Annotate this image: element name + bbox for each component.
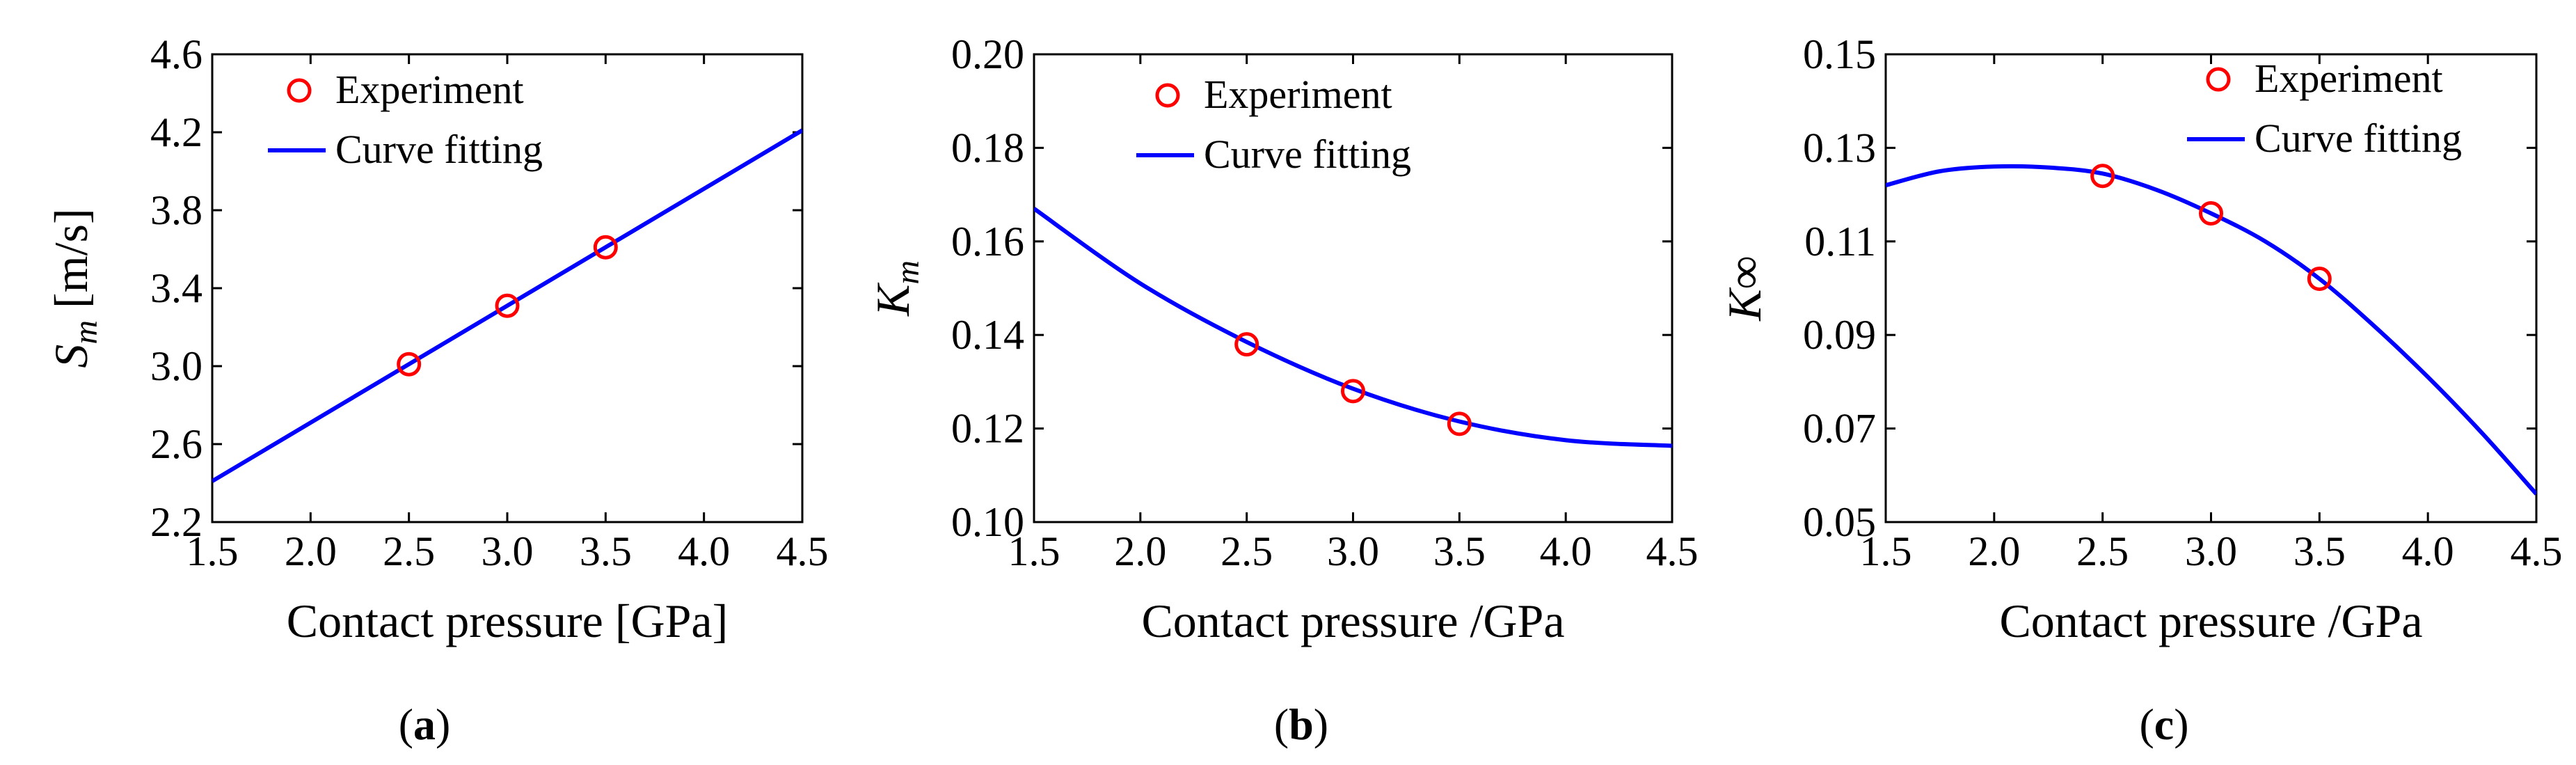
legend-marker-experiment xyxy=(2206,67,2231,92)
y-tick-label: 0.13 xyxy=(1803,125,1876,171)
legend-label-experiment: Experiment xyxy=(2255,56,2443,101)
curve-fitting-line xyxy=(1034,207,1672,448)
legend-label-fit: Curve fitting xyxy=(335,127,543,172)
x-tick-label: 2.0 xyxy=(1114,528,1166,574)
x-axis-title: Contact pressure /GPa xyxy=(1999,594,2422,647)
panel-caption: (c) xyxy=(2139,700,2188,749)
legend-marker-experiment xyxy=(1155,83,1180,108)
y-tick-label: 0.07 xyxy=(1803,406,1876,452)
experiment-point xyxy=(1341,379,1365,404)
x-tick-label: 4.0 xyxy=(1540,528,1592,574)
legend-label-experiment: Experiment xyxy=(335,67,524,112)
x-tick-label: 2.5 xyxy=(383,528,435,574)
y-axis-title: K∞ xyxy=(1718,255,1771,322)
panel-caption: (a) xyxy=(399,700,451,749)
y-tick-label: 0.10 xyxy=(951,499,1024,545)
plot-frame xyxy=(1033,53,1673,523)
x-tick-label: 3.0 xyxy=(1327,528,1379,574)
panel-c: 1.5 2.0 2.5 3.0 3.5 4.0 4.5 0.05 0.07 0.09 0.11 0.1… xyxy=(1718,31,2563,749)
legend-label-fit: Curve fitting xyxy=(2255,116,2462,161)
experiment-point xyxy=(495,293,520,318)
x-tick-label: 2.5 xyxy=(2076,528,2129,574)
x-tick-label: 3.0 xyxy=(2185,528,2237,574)
x-tick-label: 4.5 xyxy=(777,528,829,574)
experiment-point xyxy=(397,352,422,377)
x-tick-label: 4.0 xyxy=(2402,528,2454,574)
x-tick-label: 1.5 xyxy=(186,528,239,574)
y-tick-label: 2.2 xyxy=(150,499,202,545)
experiment-point xyxy=(1234,332,1259,357)
x-axis-title: Contact pressure [GPa] xyxy=(287,594,728,647)
x-tick-label: 3.5 xyxy=(580,528,632,574)
curve-fitting-line xyxy=(1886,164,2536,496)
panel-a: 1.5 2.0 2.5 3.0 3.5 4.0 4.5 2.2 2.6 3.0 3.4 3.8 4.2 4… xyxy=(45,31,829,749)
experiment-point xyxy=(2090,164,2115,189)
y-tick-label: 0.09 xyxy=(1803,312,1876,358)
x-tick-label: 2.5 xyxy=(1221,528,1273,574)
y-tick-label: 0.05 xyxy=(1803,499,1876,545)
panel-b: 1.5 2.0 2.5 3.0 3.5 4.0 4.5 0.10 0.12 0.14 0.16 0.1… xyxy=(866,31,1699,749)
y-tick-label: 0.14 xyxy=(951,312,1024,358)
curve-fitting-line xyxy=(212,128,802,483)
y-tick-label: 0.11 xyxy=(1804,219,1876,265)
y-axis-title: Km xyxy=(866,260,926,317)
experiment-point xyxy=(1447,411,1472,436)
x-tick-label: 3.5 xyxy=(1433,528,1486,574)
y-tick-label: 0.12 xyxy=(951,406,1024,452)
legend-label-experiment: Experiment xyxy=(1204,72,1392,117)
y-tick-label: 0.16 xyxy=(951,219,1024,265)
legend: Experiment Curve fitting xyxy=(1136,72,1411,177)
x-tick-label: 4.5 xyxy=(1646,528,1699,574)
legend: Experiment Curve fitting xyxy=(2187,56,2462,161)
panel-caption: (b) xyxy=(1274,700,1328,749)
experiment-point xyxy=(2307,267,2332,292)
legend: Experiment Curve fitting xyxy=(268,67,543,172)
y-tick-label: 2.6 xyxy=(150,421,202,467)
x-tick-label: 1.5 xyxy=(1008,528,1060,574)
x-tick-label: 4.0 xyxy=(678,528,730,574)
y-tick-label: 3.0 xyxy=(150,343,202,389)
plot-frame xyxy=(211,53,804,523)
y-tick-label: 0.15 xyxy=(1803,31,1876,77)
y-tick-label: 4.6 xyxy=(150,31,202,77)
x-axis-title: Contact pressure /GPa xyxy=(1141,594,1564,647)
y-tick-label: 0.18 xyxy=(951,125,1024,171)
y-axis-title: Sm [m/s] xyxy=(45,208,104,368)
x-tick-label: 2.0 xyxy=(1968,528,2020,574)
y-tick-label: 3.8 xyxy=(150,187,202,233)
legend-label-fit: Curve fitting xyxy=(1204,132,1411,177)
x-tick-label: 4.5 xyxy=(2511,528,2563,574)
y-tick-label: 3.4 xyxy=(150,265,202,311)
x-tick-label: 2.0 xyxy=(285,528,337,574)
experiment-point xyxy=(593,235,618,260)
experiment-point xyxy=(2199,200,2223,226)
legend-marker-experiment xyxy=(287,78,312,103)
x-tick-label: 3.0 xyxy=(482,528,534,574)
x-tick-label: 1.5 xyxy=(1860,528,1912,574)
x-tick-label: 3.5 xyxy=(2293,528,2346,574)
y-tick-label: 4.2 xyxy=(150,109,202,155)
y-tick-label: 0.20 xyxy=(951,31,1024,77)
